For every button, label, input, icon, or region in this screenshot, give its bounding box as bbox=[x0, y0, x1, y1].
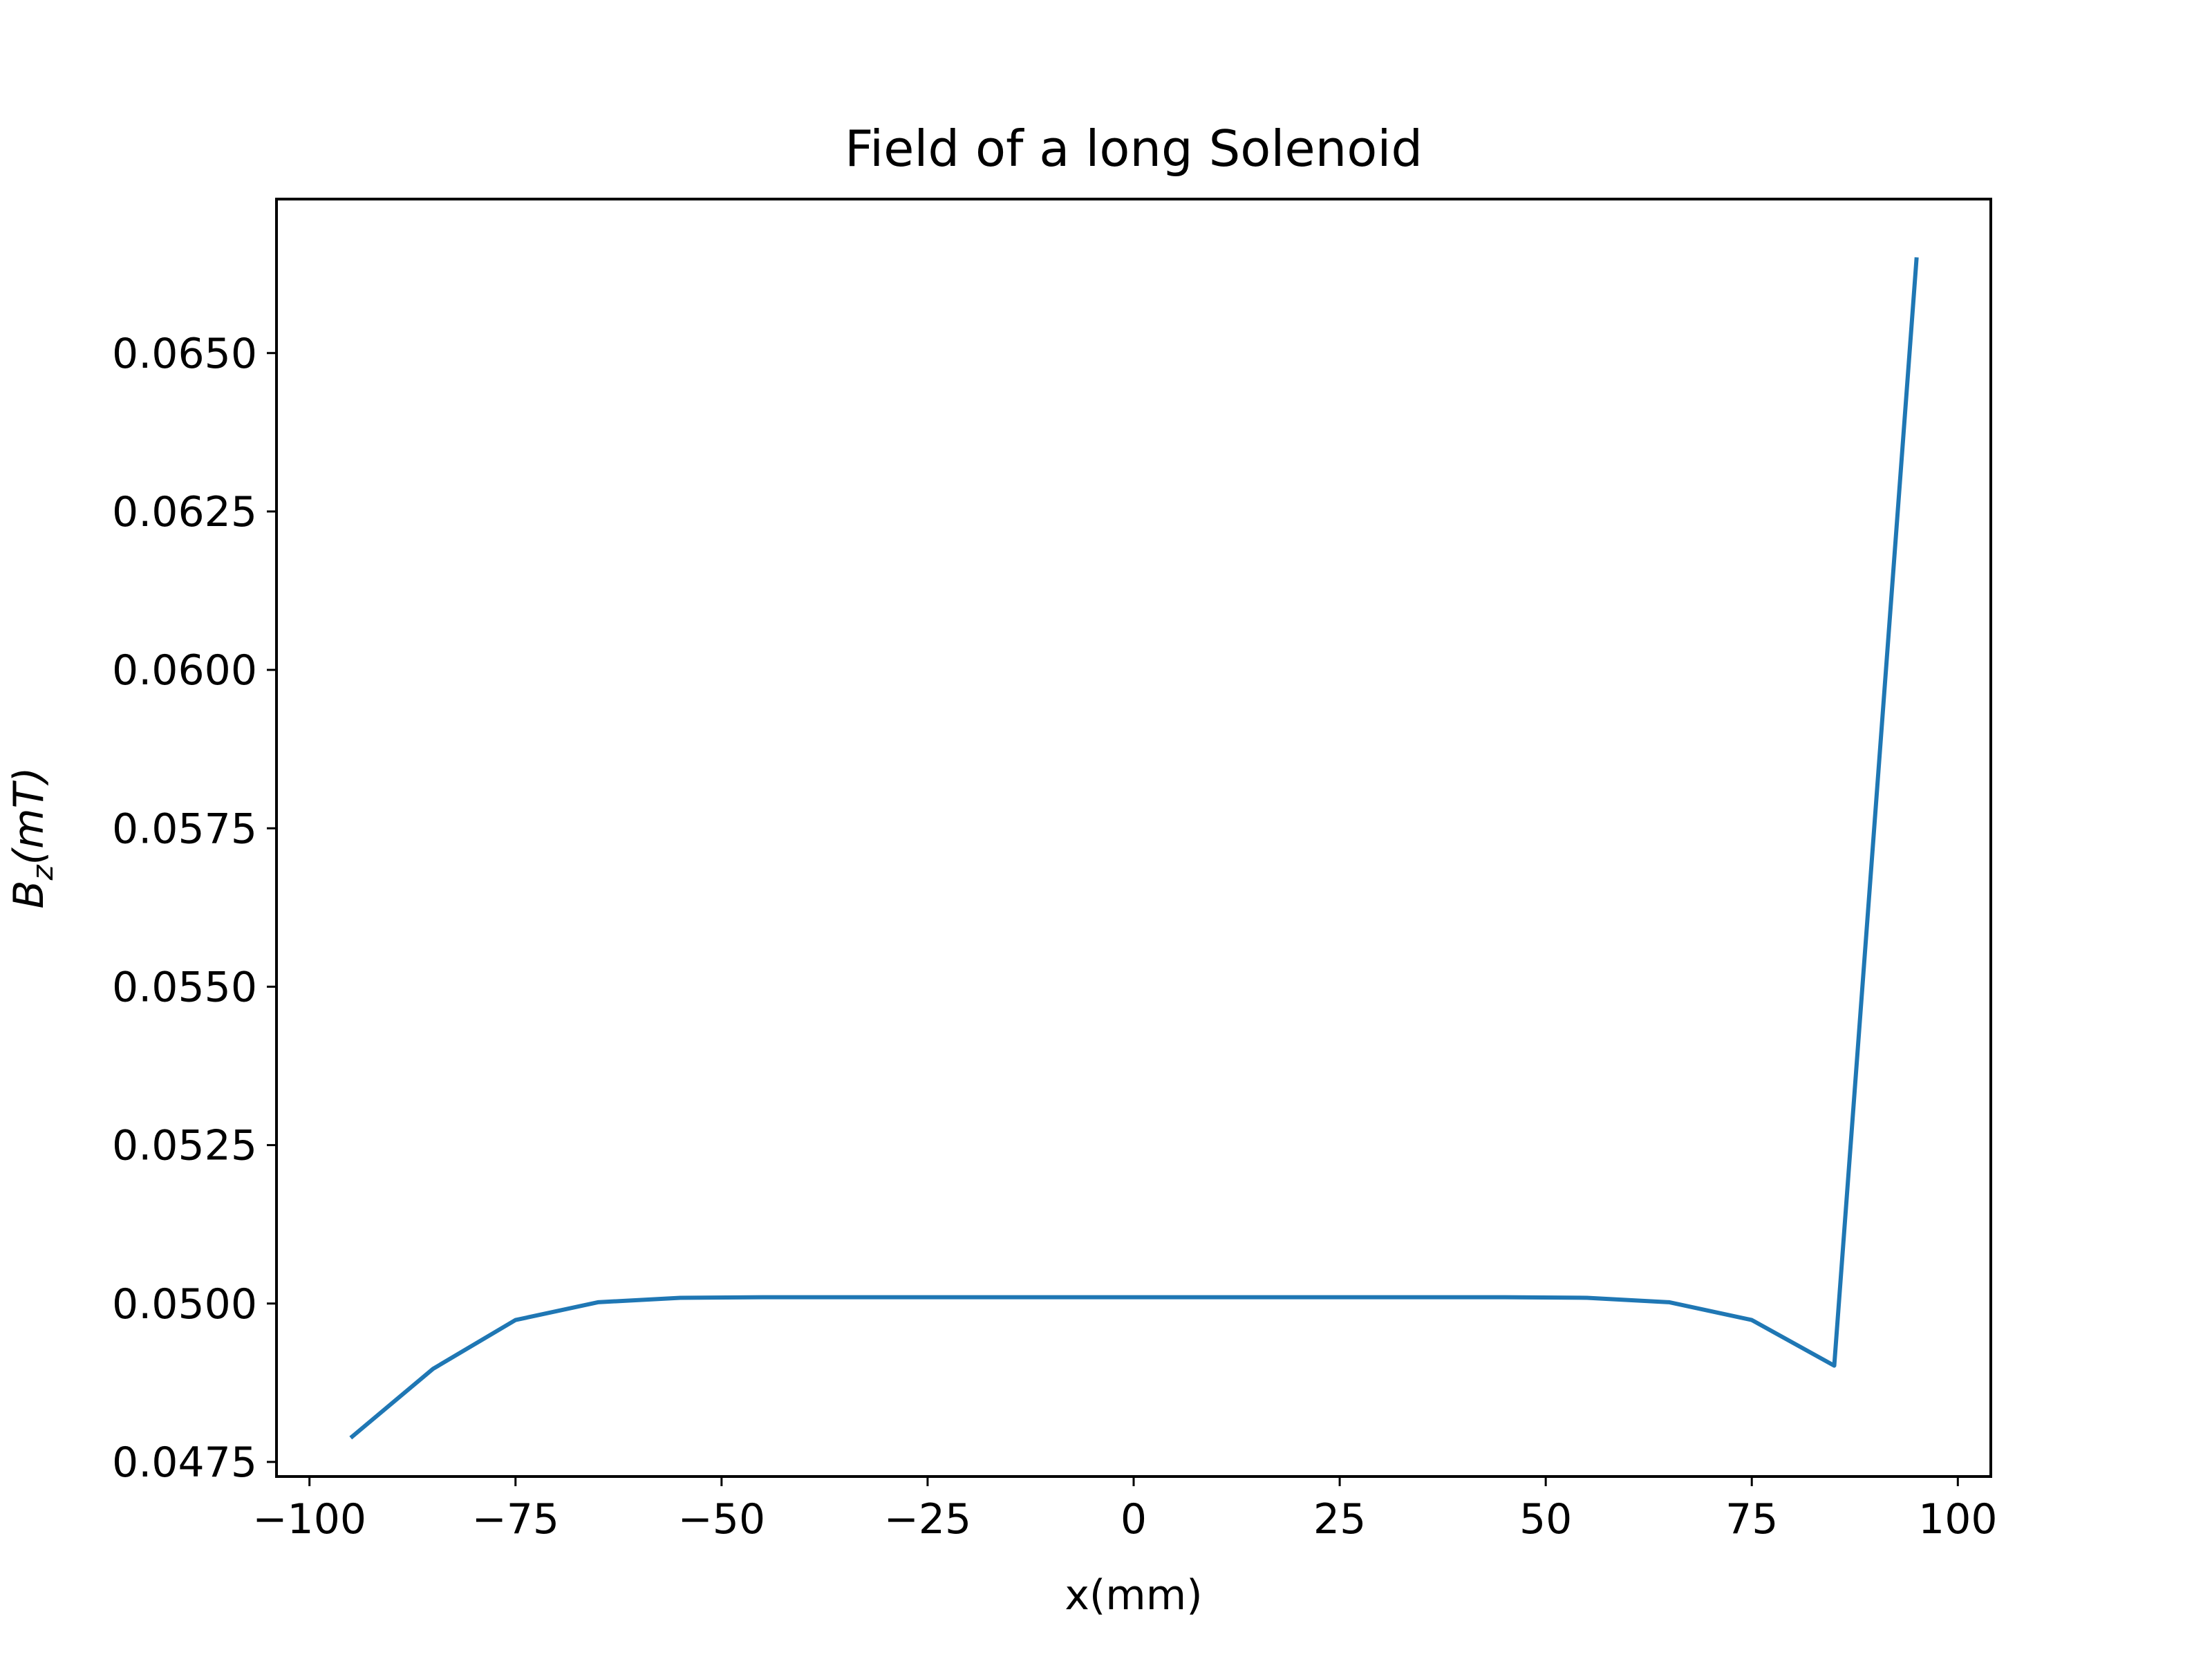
y-axis-label: Bz(mT) bbox=[5, 767, 59, 908]
y-tick-label: 0.0650 bbox=[112, 330, 257, 378]
x-axis-label: x(mm) bbox=[1065, 1571, 1202, 1620]
x-tick-label: −50 bbox=[678, 1495, 766, 1544]
y-tick-label: 0.0625 bbox=[112, 488, 257, 536]
y-tick-label: 0.0600 bbox=[112, 646, 257, 695]
plot-area bbox=[349, 257, 1919, 1440]
x-tick-label: 25 bbox=[1313, 1495, 1366, 1544]
x-tick-label: −100 bbox=[252, 1495, 366, 1544]
chart-title: Field of a long Solenoid bbox=[845, 120, 1423, 178]
x-tick-label: 50 bbox=[1519, 1495, 1572, 1544]
y-tick-label: 0.0475 bbox=[112, 1438, 257, 1487]
y-tick-label: 0.0550 bbox=[112, 963, 257, 1011]
y-axis-label-symbol: B bbox=[5, 880, 53, 908]
x-tick-label: −25 bbox=[884, 1495, 972, 1544]
y-axis-label-unit: (mT) bbox=[5, 767, 53, 865]
y-axis-label-subscript: z bbox=[26, 864, 59, 881]
x-tick-label: 75 bbox=[1725, 1495, 1778, 1544]
x-tick-label: 0 bbox=[1121, 1495, 1147, 1544]
y-tick-label: 0.0500 bbox=[112, 1280, 257, 1329]
series-line bbox=[349, 257, 1919, 1440]
x-tick-label: 100 bbox=[1918, 1495, 1998, 1544]
plot-frame bbox=[275, 198, 1992, 1478]
y-tick-label: 0.0525 bbox=[112, 1122, 257, 1170]
y-tick-label: 0.0575 bbox=[112, 805, 257, 853]
axes: −100 −75 −50 −25 0 25 50 75 100 0.0475 0.0500 0.052… bbox=[112, 330, 1998, 1544]
x-tick-label: −75 bbox=[471, 1495, 559, 1544]
